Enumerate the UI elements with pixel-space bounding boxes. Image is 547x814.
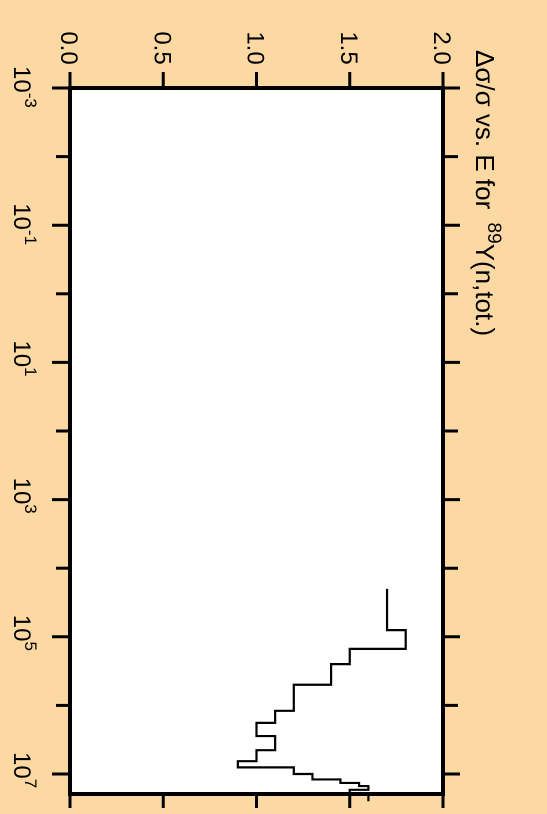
series-layer xyxy=(236,588,407,802)
chart-title-text: Δσ/σ vs. E for 89Y(n,tot.) xyxy=(470,50,504,336)
x-tick-label: 107 xyxy=(8,752,40,788)
x-tick-label: 10-1 xyxy=(8,203,40,245)
x-tick-label: 103 xyxy=(8,478,40,514)
x-tick-label: 105 xyxy=(8,615,40,651)
x-tick-label: 10-3 xyxy=(8,66,40,108)
y-tick-label: 1.0 xyxy=(242,31,269,64)
y-tick-label: 0.5 xyxy=(148,31,175,64)
x-axis: 10-3 10-1 101 103 105 107 xyxy=(8,66,460,788)
y-tick-label: 1.5 xyxy=(335,31,362,64)
series-0-line xyxy=(236,588,407,802)
y-axis: 0.0 0.5 1.0 1.5 2.0 xyxy=(55,31,455,808)
plot-frame xyxy=(68,86,445,796)
y-tick-label: 0.0 xyxy=(55,31,82,64)
x-tick-label: 101 xyxy=(8,340,40,376)
y-tick-label: 2.0 xyxy=(428,31,455,64)
chart-title: Δσ/σ vs. E for 89Y(n,tot.) xyxy=(470,50,504,336)
